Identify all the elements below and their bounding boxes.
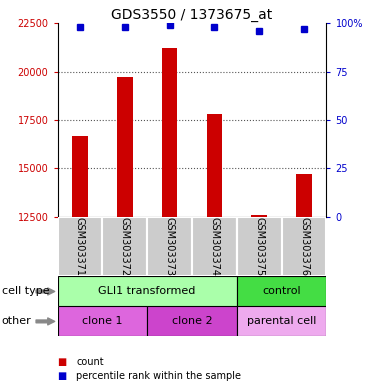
Text: clone 2: clone 2 [172,316,212,326]
Bar [192,217,237,276]
Text: GSM303372: GSM303372 [120,217,130,276]
Text: cell type: cell type [2,286,49,296]
Bar [147,217,192,276]
Bar [58,276,237,306]
Bar [207,114,222,217]
Text: GSM303373: GSM303373 [165,217,175,276]
Bar [237,306,326,336]
Bar [237,217,282,276]
Bar [58,217,102,276]
Text: GSM303376: GSM303376 [299,217,309,276]
Bar [296,174,312,217]
Text: count: count [76,357,104,367]
Title: GDS3550 / 1373675_at: GDS3550 / 1373675_at [111,8,273,22]
Text: ■: ■ [58,357,67,367]
Text: control: control [262,286,301,296]
Bar [252,215,267,217]
Bar [117,77,132,217]
Text: percentile rank within the sample: percentile rank within the sample [76,371,241,381]
Text: GSM303371: GSM303371 [75,217,85,276]
Bar [102,217,147,276]
Bar [237,276,326,306]
Text: other: other [2,316,32,326]
Text: GSM303375: GSM303375 [254,217,264,276]
Text: GSM303374: GSM303374 [209,217,219,276]
Bar [72,136,88,217]
Text: parental cell: parental cell [247,316,316,326]
Bar [147,306,237,336]
Bar [58,306,147,336]
Bar [162,48,177,217]
Text: clone 1: clone 1 [82,316,122,326]
Text: GLI1 transformed: GLI1 transformed [98,286,196,296]
Text: ■: ■ [58,371,67,381]
Bar [282,217,326,276]
